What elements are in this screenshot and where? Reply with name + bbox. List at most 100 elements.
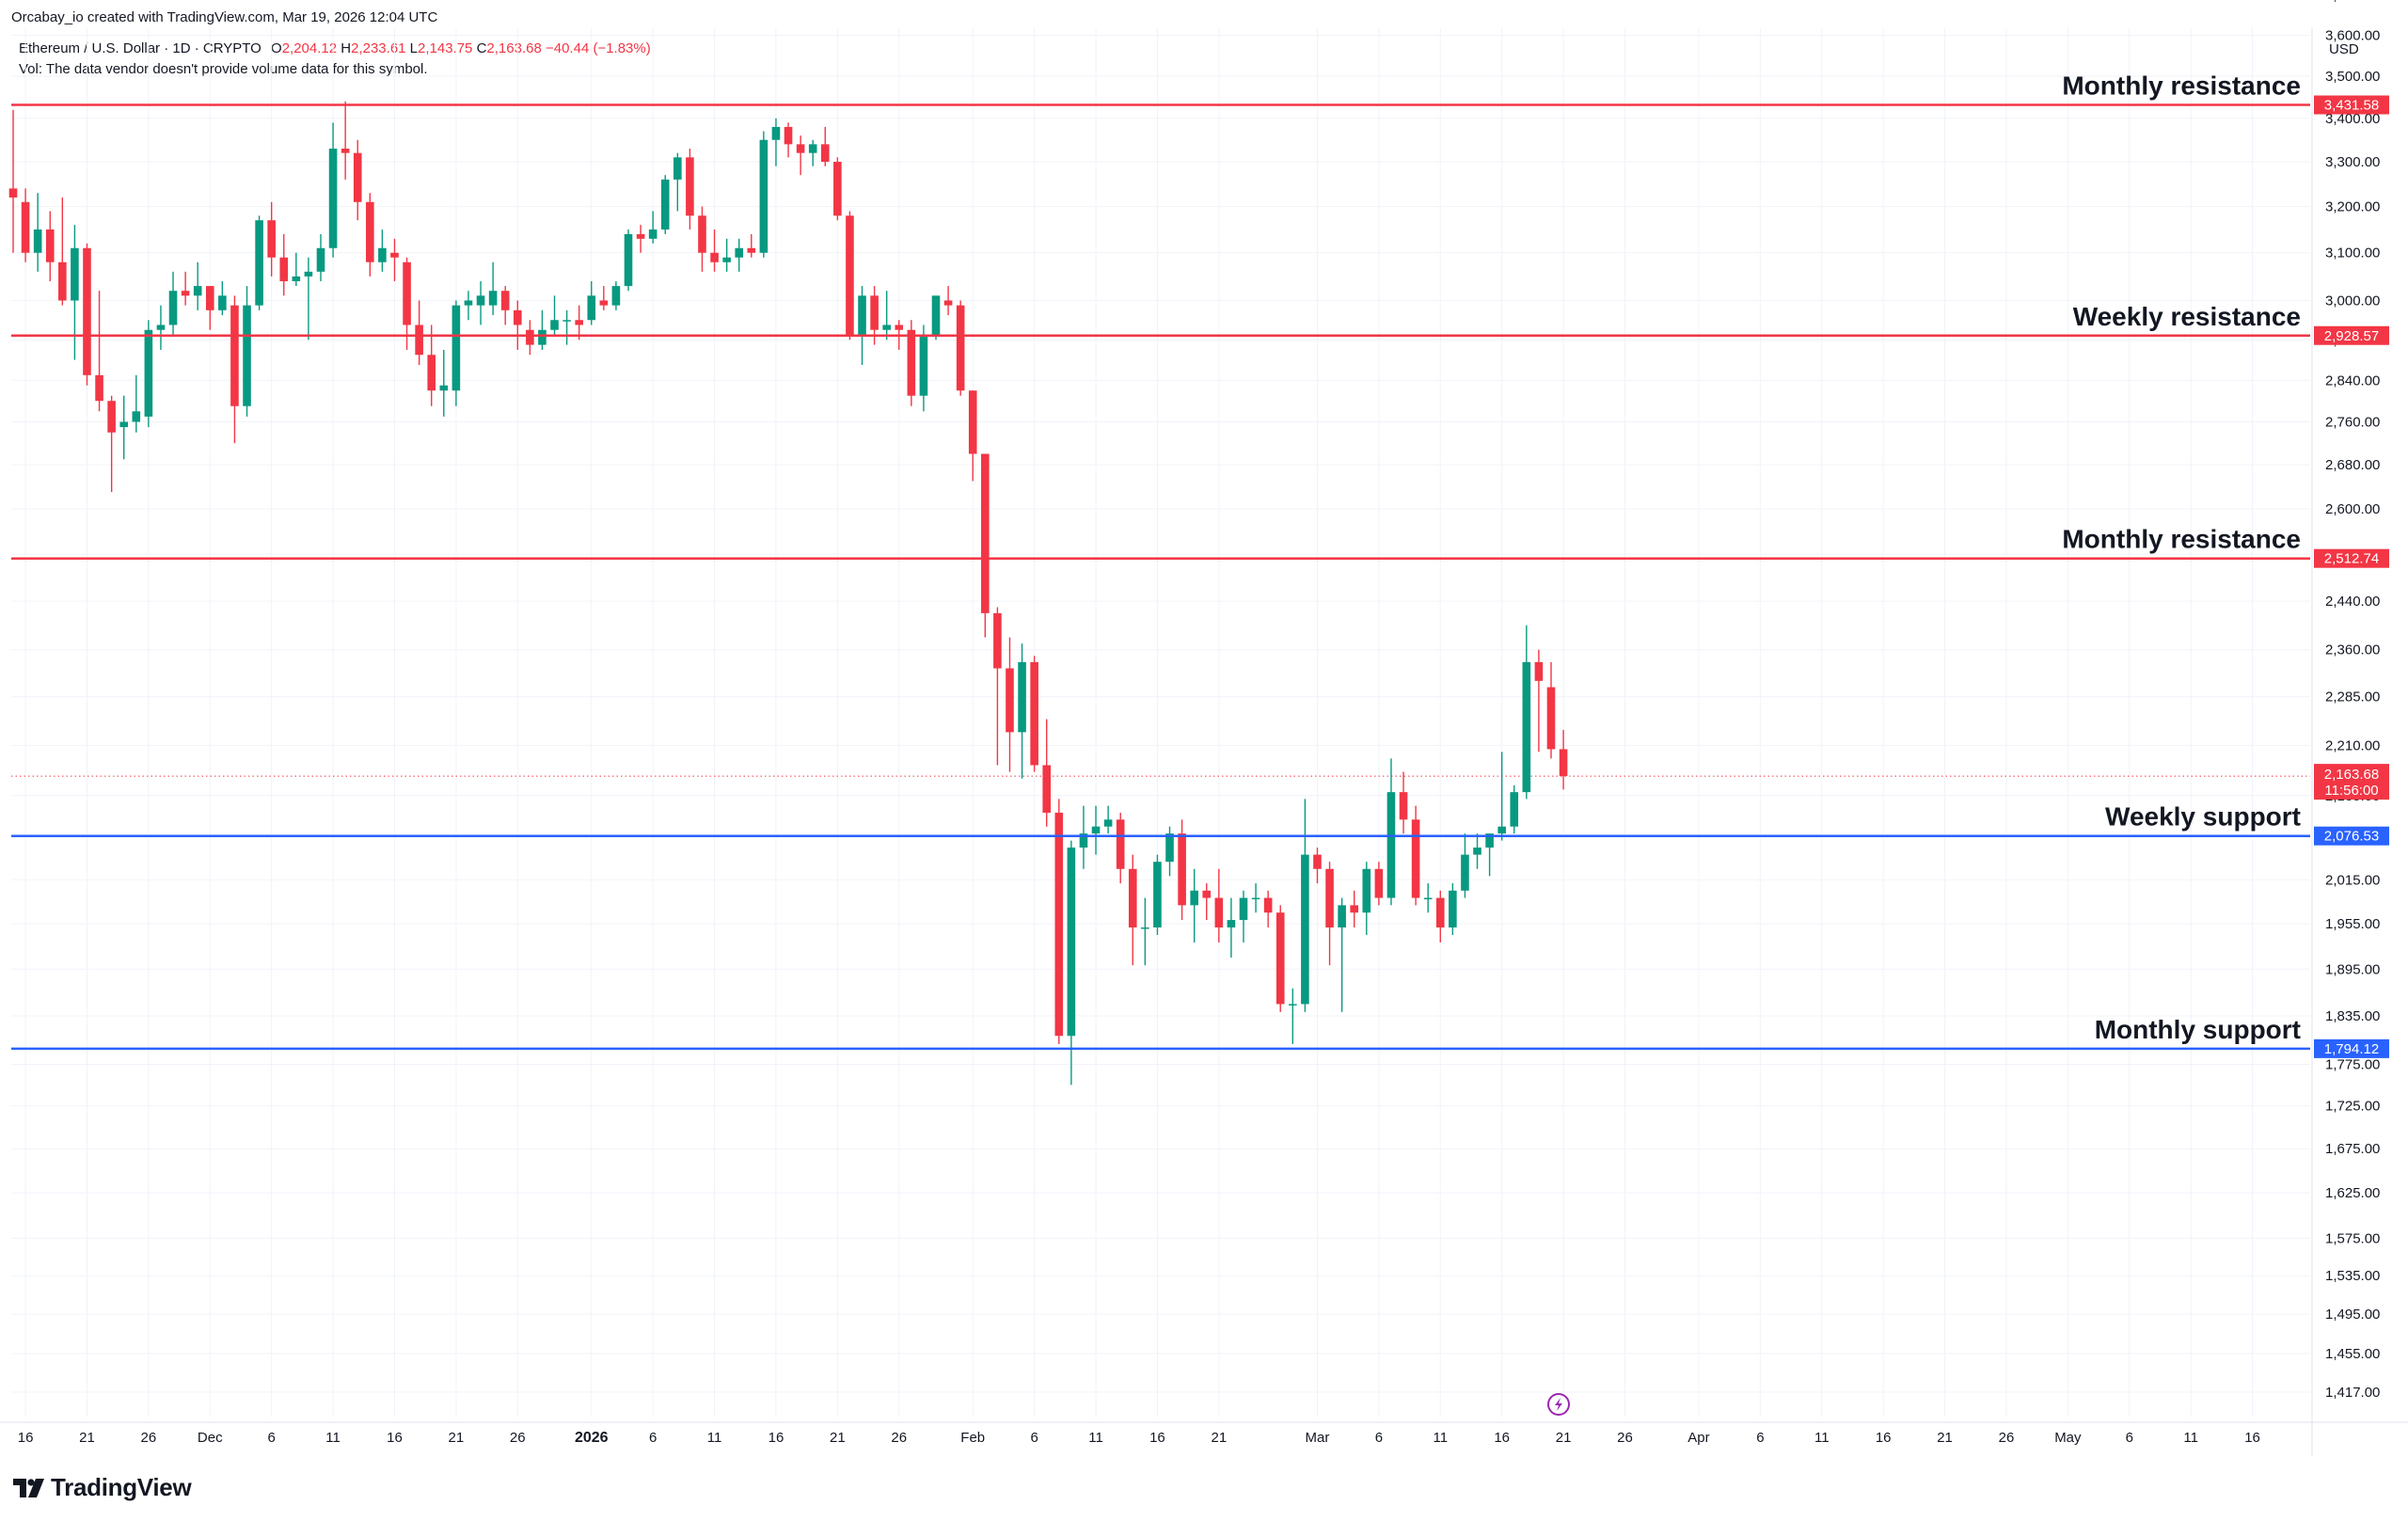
candle	[1251, 883, 1260, 913]
time-tick-label: 16	[768, 1430, 784, 1446]
candle-body	[1006, 668, 1014, 733]
candle	[1263, 890, 1273, 927]
candle	[1461, 833, 1469, 898]
candle	[1067, 840, 1076, 1085]
price-tick-label: 3,400.00	[2325, 111, 2380, 127]
price-tick-label: 2,440.00	[2325, 594, 2380, 610]
candle	[562, 309, 571, 345]
currency-label[interactable]: USD	[2329, 41, 2359, 57]
candle	[1546, 661, 1556, 759]
candle-body	[673, 157, 682, 180]
level-price-badge	[2314, 826, 2389, 846]
time-axis[interactable]: 16 21 26 Dec 6 11 16 21 26 2026 6 11 16 21 26 Feb 6 11 16 2…	[18, 1430, 2260, 1446]
candle	[722, 238, 731, 272]
candle	[1350, 890, 1359, 927]
price-tick-label: 1,625.00	[2325, 1185, 2380, 1201]
candle	[808, 139, 817, 166]
candle	[415, 300, 423, 366]
candle	[156, 305, 166, 350]
time-tick-label: 6	[649, 1430, 657, 1446]
candle-body	[255, 220, 263, 306]
candle-body	[575, 320, 583, 325]
candle-body	[390, 252, 399, 258]
lightning-icon[interactable]	[1547, 1393, 1570, 1416]
candle	[1239, 890, 1248, 943]
volume-note: Vol: The data vendor doesn't provide vol…	[19, 61, 428, 77]
price-tick-label: 1,955.00	[2325, 916, 2380, 932]
candle	[771, 118, 781, 166]
candle	[1522, 625, 1531, 800]
time-tick-label: 16	[2244, 1430, 2260, 1446]
level-price-value: 2,076.53	[2324, 829, 2379, 845]
candle	[1325, 862, 1334, 966]
ohlc-high-label: H	[341, 40, 352, 56]
symbol-title[interactable]: Ethereum / U.S. Dollar · 1D · CRYPTO	[19, 40, 261, 56]
candle-body	[538, 329, 547, 345]
candle-body	[1374, 868, 1384, 898]
candle-body	[858, 295, 866, 335]
candle-body	[784, 126, 793, 145]
time-tick-label: 26	[1617, 1430, 1633, 1446]
candle	[820, 126, 830, 166]
candle	[464, 291, 473, 321]
candle	[488, 261, 498, 316]
tradingview-logo[interactable]: TradingView	[13, 1473, 192, 1502]
price-tick-label: 3,300.00	[2325, 154, 2380, 170]
level-price-value: 1,794.12	[2324, 1041, 2379, 1057]
candle-body	[1153, 862, 1162, 927]
candle-body	[981, 453, 990, 613]
tradingview-logo-icon	[13, 1478, 44, 1497]
candle-body	[205, 286, 214, 310]
candle-body	[107, 401, 116, 433]
candle-body	[353, 152, 362, 202]
candle-body	[439, 385, 449, 391]
candle-body	[45, 229, 55, 262]
time-tick-label: 6	[1756, 1430, 1764, 1446]
candle-body	[648, 229, 657, 239]
time-tick-label: 11	[707, 1430, 722, 1446]
price-tick-label: 2,285.00	[2325, 689, 2380, 705]
candle	[587, 280, 596, 325]
level-price-badge	[2314, 325, 2389, 345]
candle	[956, 300, 965, 396]
candle-body	[931, 295, 941, 335]
candle	[1411, 805, 1420, 906]
candle-body	[735, 247, 744, 258]
price-tick-label: 2,760.00	[2325, 414, 2380, 430]
candle	[1018, 643, 1026, 779]
time-tick-label: 11	[2183, 1430, 2198, 1446]
candle-body	[993, 612, 1002, 669]
candle	[243, 286, 251, 417]
candle	[1386, 758, 1396, 906]
candle-body	[919, 334, 928, 396]
candle	[230, 295, 239, 444]
candle	[1202, 883, 1212, 921]
candle-body	[587, 295, 596, 321]
candle-body	[58, 261, 67, 301]
ohlc-low-label: L	[409, 40, 419, 56]
candle-body	[144, 329, 153, 417]
candle	[710, 229, 719, 272]
candle	[1485, 833, 1494, 877]
candle-body	[403, 261, 411, 325]
candle	[648, 211, 657, 244]
candle	[1153, 854, 1162, 935]
time-tick-label: 11	[1433, 1430, 1448, 1446]
price-axis[interactable]: 3,700.00 3,600.00 3,500.00 3,400.00 3,300.00…	[2314, 0, 2389, 1401]
candle-body	[1559, 749, 1568, 777]
candle-body	[1128, 868, 1137, 927]
candle-body	[698, 215, 706, 253]
time-tick-label: 21	[1937, 1430, 1953, 1446]
candle-body	[710, 252, 719, 262]
price-tick-label: 1,455.00	[2325, 1346, 2380, 1362]
candle-body	[83, 247, 91, 375]
candle	[132, 374, 141, 433]
candle	[931, 295, 941, 341]
level-label: Weekly support	[2105, 802, 2301, 832]
candle	[1190, 868, 1198, 943]
candle	[907, 320, 916, 406]
candle-body	[168, 291, 178, 325]
candle-body	[907, 329, 916, 396]
candle-body	[476, 295, 485, 306]
